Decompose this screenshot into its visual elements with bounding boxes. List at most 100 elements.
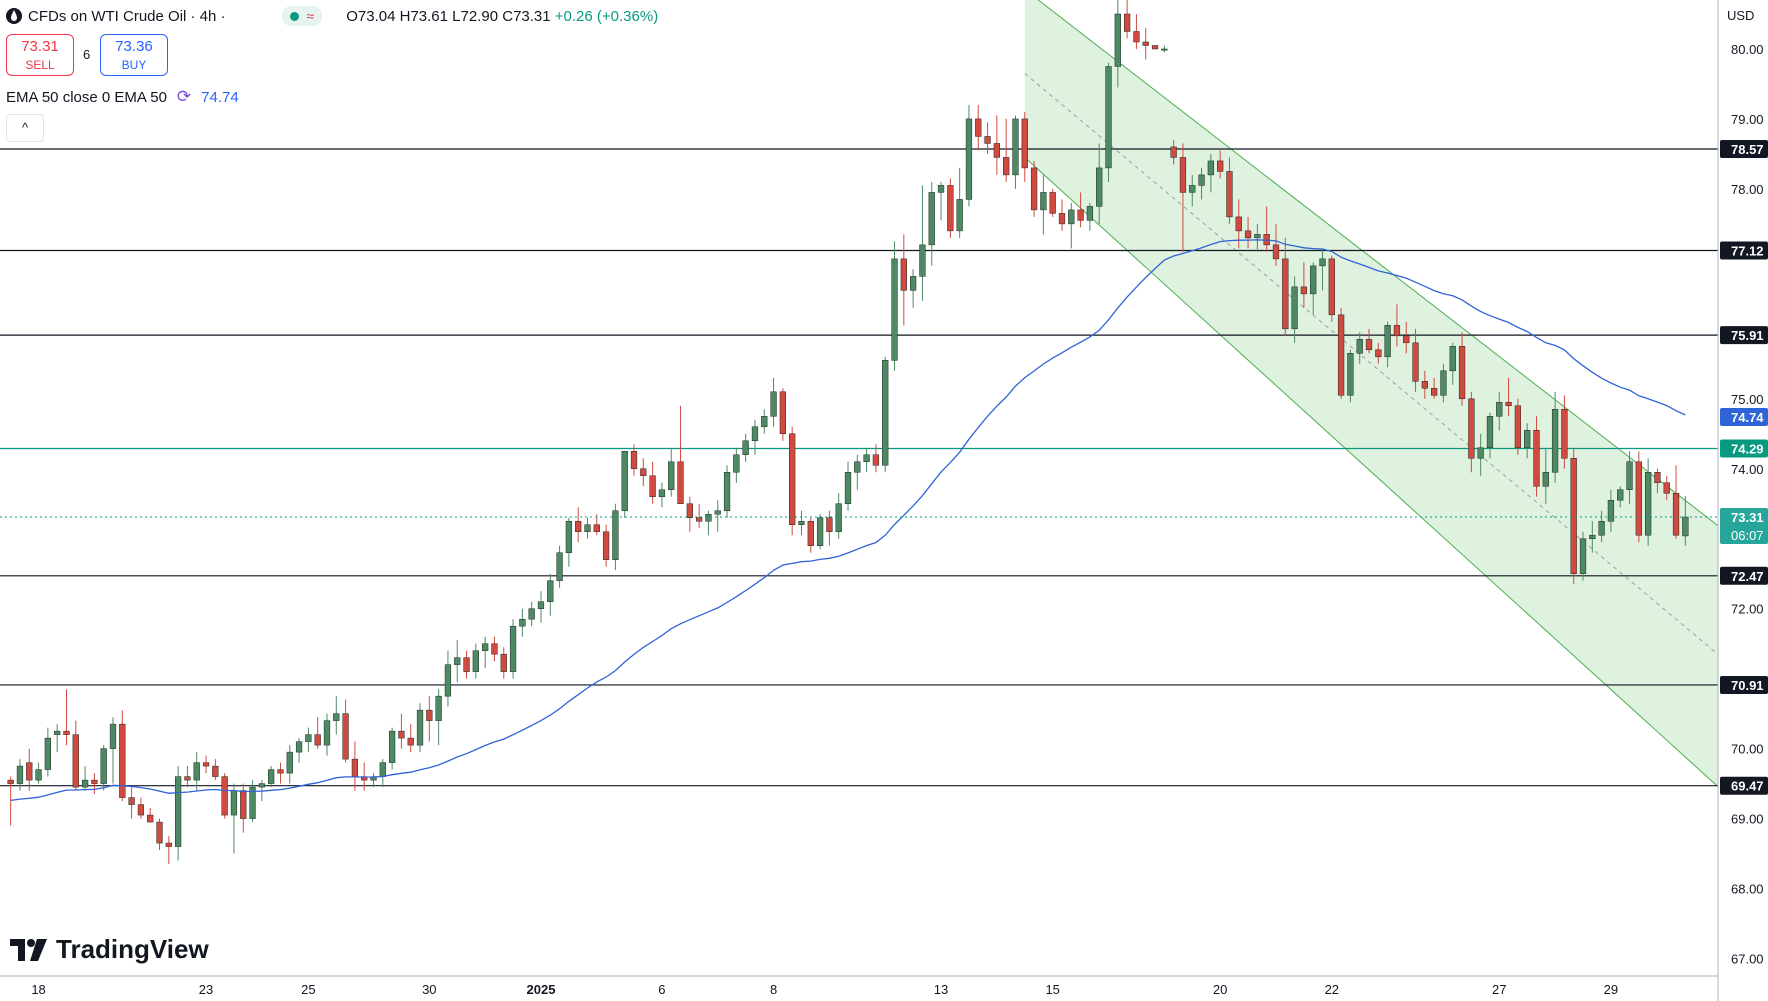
candle (816, 514, 824, 550)
candle-body (602, 531, 610, 560)
candle-body (1514, 405, 1522, 449)
candle (742, 433, 749, 462)
candle (807, 517, 814, 553)
indicator-label: EMA 50 close 0 EMA 50 (6, 88, 167, 106)
buy-button[interactable]: 73.36 BUY (100, 34, 168, 76)
currency-label[interactable]: USD (1727, 8, 1754, 23)
candle-body (575, 520, 582, 532)
candle-body (407, 737, 414, 746)
level-price-label: 77.12 (1720, 241, 1768, 260)
candle-body (230, 790, 238, 816)
candle (751, 419, 759, 455)
candle (295, 738, 303, 763)
indicator-legend[interactable]: EMA 50 close 0 EMA 50 ⟳ 74.74 (6, 87, 239, 107)
x-tick-label: 29 (1604, 982, 1618, 997)
candle-body (1356, 339, 1363, 354)
candle (1356, 332, 1363, 364)
candle (1040, 174, 1047, 235)
candle-body (444, 664, 452, 697)
x-tick-label: 2025 (527, 982, 556, 997)
candle (1598, 510, 1605, 543)
candle-body (1282, 258, 1289, 330)
candle (323, 713, 331, 756)
candle-body (956, 199, 963, 232)
candle-body (1040, 192, 1047, 211)
candle (1431, 377, 1438, 399)
candle-body (854, 461, 861, 473)
candle-body (556, 552, 563, 581)
candle (1486, 412, 1494, 459)
market-status-badge[interactable]: ≈ (281, 6, 323, 26)
candle-body (165, 842, 172, 847)
tradingview-logo[interactable]: TradingView (10, 934, 209, 965)
candle-body (668, 461, 675, 490)
candle-body (463, 657, 470, 672)
candle-body (1030, 167, 1038, 211)
candle (7, 776, 14, 826)
candle-body (277, 769, 284, 774)
candle-body (677, 461, 684, 504)
candle-body (1542, 472, 1549, 487)
candle (268, 766, 275, 788)
candle (230, 783, 238, 854)
candle-body (249, 786, 256, 819)
candle-body (193, 762, 200, 781)
candle-body (919, 244, 926, 277)
candle (305, 727, 312, 753)
candle-body (100, 748, 107, 784)
candle (1458, 332, 1466, 406)
candle-body (1607, 499, 1615, 522)
candle-body (1663, 482, 1670, 494)
candle-body (891, 258, 898, 361)
candle-body (1310, 265, 1317, 295)
tradingview-logo-icon (10, 938, 47, 961)
candle-body (909, 276, 917, 291)
candle-body (844, 472, 852, 504)
candle (174, 766, 182, 861)
svg-text:78.57: 78.57 (1731, 142, 1764, 157)
candle-body (1021, 118, 1028, 169)
candle-body (975, 118, 982, 137)
candle (1524, 423, 1531, 459)
candle (1626, 451, 1633, 504)
candle-body (1189, 185, 1196, 193)
candle-body (1319, 258, 1326, 267)
candle (1207, 153, 1214, 193)
candle (547, 573, 554, 616)
candle (621, 451, 628, 518)
candle (426, 696, 433, 742)
candle-body (742, 440, 749, 456)
candle-body (789, 433, 796, 525)
candle (1337, 307, 1345, 399)
candle-body (351, 758, 359, 777)
candle (1310, 262, 1317, 315)
candle-body (72, 734, 79, 788)
candle (1226, 157, 1233, 224)
candle-body (937, 185, 945, 193)
candle (733, 447, 740, 483)
symbol-title[interactable]: CFDs on WTI Crude Oil · 4h · (28, 7, 226, 25)
svg-text:69.47: 69.47 (1731, 779, 1764, 794)
y-tick-label: 74.00 (1731, 462, 1764, 477)
candle-body (305, 734, 312, 742)
axis-price-labels: 78.57 77.12 75.91 74.29 72.47 70.91 69.47 74.74… (1720, 140, 1768, 795)
candle (193, 752, 200, 791)
candle-body (1012, 118, 1019, 176)
level-price-label: 75.91 (1720, 326, 1768, 345)
candle (705, 510, 712, 536)
refresh-icon[interactable]: ⟳ (176, 87, 192, 106)
candle (658, 482, 666, 508)
x-tick-label: 13 (934, 982, 948, 997)
candle-body (1365, 339, 1373, 351)
parallel-channel[interactable] (1024, 0, 1719, 788)
candle (882, 356, 889, 473)
candle-body (500, 653, 507, 672)
x-tick-label: 23 (199, 982, 213, 997)
logo-text: TradingView (56, 934, 209, 964)
sell-button[interactable]: 73.31 SELL (6, 34, 74, 76)
candle-body (435, 695, 442, 721)
candle-body (584, 524, 591, 532)
collapse-legend-button[interactable]: ^ (6, 114, 44, 142)
